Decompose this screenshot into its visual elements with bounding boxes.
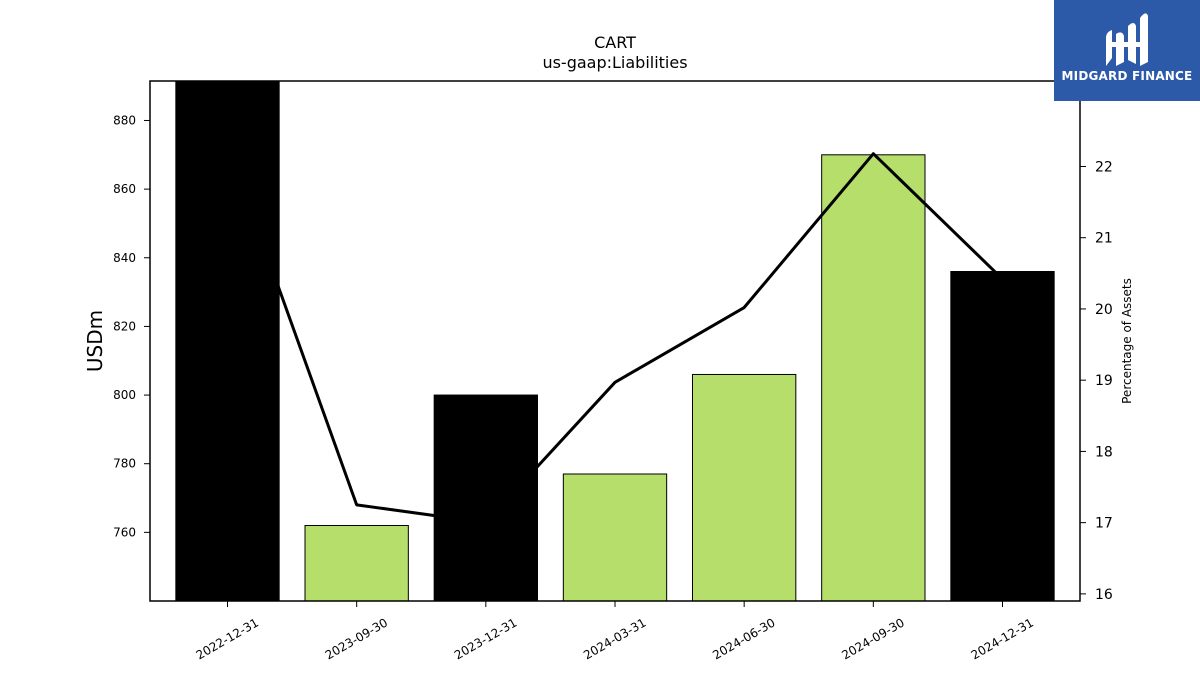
y-tick-label: 800 (113, 388, 136, 402)
y2-tick-label: 17 (1095, 516, 1113, 532)
y2-tick-label: 18 (1095, 444, 1113, 460)
bar (950, 270, 1055, 602)
chart-title: CART (594, 33, 636, 52)
x-tick-label: 2023-12-31 (452, 615, 519, 662)
line-series (226, 144, 1004, 525)
y2-tick-label: 22 (1095, 159, 1113, 175)
y-tick-label: 860 (113, 182, 136, 196)
y2-tick-label: 20 (1095, 302, 1113, 318)
brand-mark-icon (1106, 13, 1148, 66)
x-tick-label: 2024-09-30 (839, 615, 906, 662)
x-tick-label: 2023-09-30 (323, 615, 390, 662)
y2-axis-label: Percentage of Assets (1120, 278, 1134, 404)
y-tick-label: 840 (113, 251, 136, 265)
y-tick-label: 780 (113, 457, 136, 471)
x-tick-label: 2024-03-31 (581, 615, 648, 662)
x-tick-label: 2024-12-31 (969, 615, 1036, 662)
x-tick-label: 2024-06-30 (710, 615, 777, 662)
bar (175, 80, 280, 602)
bar (821, 154, 926, 602)
brand-logo: MIDGARD FINANCE (1054, 0, 1200, 101)
bars-group (175, 80, 1055, 602)
y2-tick-label: 21 (1095, 231, 1113, 247)
chart-subtitle: us-gaap:Liabilities (542, 53, 687, 72)
bar (433, 394, 538, 602)
bar (562, 473, 668, 602)
y-tick-label: 820 (113, 319, 136, 333)
y2-tick-label: 16 (1095, 587, 1113, 603)
brand-name: MIDGARD FINANCE (1061, 69, 1193, 83)
y-tick-label: 760 (113, 525, 136, 539)
y-axis-label: USDm (83, 310, 107, 372)
bar (304, 524, 409, 602)
line-group (226, 144, 1004, 525)
y-tick-label: 880 (113, 113, 136, 127)
x-tick-label: 2022-12-31 (194, 615, 261, 662)
y2-tick-label: 19 (1095, 373, 1113, 389)
bar (692, 373, 797, 602)
